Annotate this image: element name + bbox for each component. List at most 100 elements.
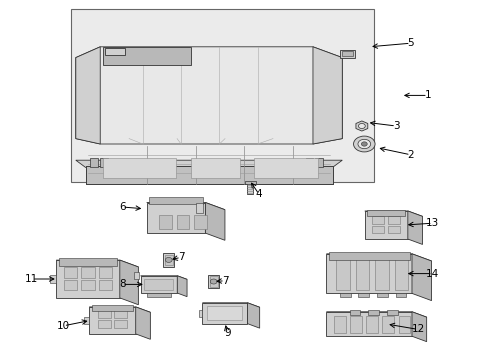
Bar [254, 158, 317, 178]
Bar [328, 252, 408, 260]
Text: 7: 7 [221, 276, 228, 286]
Circle shape [353, 136, 374, 152]
Bar [190, 158, 239, 178]
Circle shape [165, 257, 172, 262]
Polygon shape [312, 47, 342, 144]
Bar [366, 316, 377, 333]
Bar [100, 158, 107, 167]
Bar [114, 320, 126, 328]
Polygon shape [89, 307, 150, 312]
Bar [84, 317, 89, 324]
Bar [367, 310, 378, 315]
Bar [144, 279, 173, 290]
Polygon shape [120, 260, 138, 305]
Bar [374, 258, 388, 290]
Polygon shape [364, 211, 422, 216]
Polygon shape [364, 211, 407, 239]
Bar [371, 226, 384, 233]
Polygon shape [411, 312, 426, 342]
Polygon shape [247, 303, 259, 328]
Bar [90, 158, 98, 167]
Bar [98, 320, 110, 328]
Polygon shape [208, 275, 219, 288]
Bar [159, 215, 171, 230]
Bar [63, 267, 77, 278]
Text: 14: 14 [425, 269, 439, 279]
Bar [349, 310, 360, 315]
Bar [387, 216, 400, 224]
Text: 10: 10 [57, 321, 70, 331]
Polygon shape [202, 303, 247, 324]
Polygon shape [89, 307, 136, 334]
Text: 6: 6 [119, 202, 125, 212]
Bar [366, 210, 405, 216]
Polygon shape [146, 202, 224, 210]
Circle shape [361, 142, 366, 146]
Bar [98, 310, 110, 318]
Bar [63, 280, 77, 290]
Bar [99, 280, 112, 290]
Bar [81, 267, 95, 278]
Text: 5: 5 [407, 38, 413, 48]
Bar [398, 316, 409, 333]
Bar [195, 202, 203, 213]
Text: 11: 11 [25, 274, 39, 284]
Bar [315, 158, 322, 167]
Bar [194, 215, 206, 230]
Bar [349, 316, 361, 333]
Bar [387, 226, 400, 233]
Bar [355, 258, 368, 290]
Polygon shape [141, 276, 186, 279]
Bar [92, 305, 133, 311]
Polygon shape [146, 202, 205, 233]
Bar [176, 215, 189, 230]
Polygon shape [56, 260, 138, 267]
Bar [134, 272, 139, 279]
Bar [395, 293, 406, 297]
Bar [71, 9, 373, 182]
Bar [245, 181, 256, 184]
Bar [207, 306, 241, 320]
Polygon shape [85, 166, 332, 184]
Bar [386, 310, 397, 315]
Bar [382, 316, 393, 333]
Polygon shape [76, 47, 342, 144]
Polygon shape [202, 303, 259, 307]
Text: 7: 7 [177, 252, 184, 262]
Polygon shape [76, 47, 100, 144]
Polygon shape [102, 47, 190, 65]
Bar [335, 258, 349, 290]
Text: 2: 2 [407, 150, 413, 160]
Polygon shape [205, 202, 224, 240]
Polygon shape [56, 260, 120, 298]
Polygon shape [105, 48, 124, 55]
Bar [333, 316, 345, 333]
Bar [376, 293, 387, 297]
Bar [149, 197, 203, 204]
Bar [102, 158, 176, 178]
Polygon shape [163, 253, 174, 267]
Bar [50, 275, 56, 283]
Polygon shape [136, 307, 150, 339]
Bar [394, 258, 407, 290]
Text: 1: 1 [424, 90, 430, 100]
Text: 13: 13 [425, 218, 439, 228]
Polygon shape [407, 211, 422, 244]
Polygon shape [326, 254, 430, 261]
Polygon shape [411, 254, 430, 301]
Polygon shape [85, 166, 332, 184]
Polygon shape [76, 160, 342, 167]
Text: 8: 8 [119, 279, 125, 289]
Text: 12: 12 [410, 324, 424, 334]
Bar [146, 293, 171, 297]
Circle shape [357, 139, 370, 149]
Polygon shape [177, 276, 186, 297]
Bar [339, 50, 354, 58]
Bar [341, 51, 352, 56]
Bar [59, 258, 117, 266]
Bar [114, 310, 126, 318]
Bar [339, 293, 350, 297]
Text: 4: 4 [255, 189, 262, 199]
Text: 9: 9 [224, 328, 230, 338]
Polygon shape [141, 276, 177, 293]
